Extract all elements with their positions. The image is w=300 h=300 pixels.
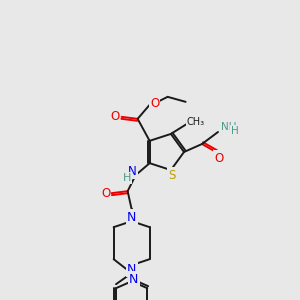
Text: O: O [110, 110, 119, 123]
Text: N: N [128, 165, 137, 178]
Text: NH₂: NH₂ [221, 122, 241, 132]
Text: O: O [101, 187, 110, 200]
Text: N: N [127, 211, 136, 224]
Text: N: N [127, 263, 136, 276]
Text: H: H [231, 126, 239, 136]
Text: S: S [168, 169, 175, 182]
Text: O: O [150, 97, 159, 110]
Text: N: N [129, 273, 138, 286]
Text: O: O [214, 152, 224, 164]
Text: H: H [122, 173, 131, 183]
Text: CH₃: CH₃ [187, 117, 205, 127]
